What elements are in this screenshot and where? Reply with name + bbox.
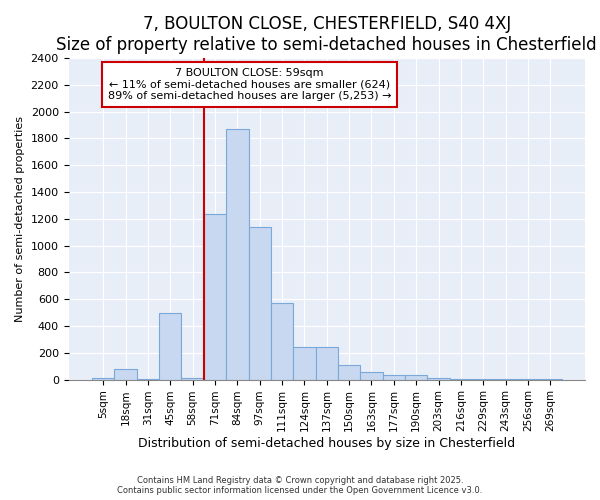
Title: 7, BOULTON CLOSE, CHESTERFIELD, S40 4XJ
Size of property relative to semi-detach: 7, BOULTON CLOSE, CHESTERFIELD, S40 4XJ … [56, 15, 597, 54]
Bar [450, 379, 472, 380]
Bar [316, 347, 338, 380]
Bar [137, 379, 159, 380]
Bar [427, 378, 450, 380]
Bar [159, 312, 181, 380]
Bar [181, 378, 204, 380]
X-axis label: Distribution of semi-detached houses by size in Chesterfield: Distribution of semi-detached houses by … [138, 437, 515, 450]
Bar [204, 214, 226, 380]
Bar [383, 375, 405, 380]
Bar [271, 302, 293, 380]
Bar [338, 365, 361, 380]
Bar [92, 378, 115, 380]
Bar [293, 347, 316, 380]
Bar [361, 372, 383, 380]
Bar [115, 369, 137, 380]
Text: 7 BOULTON CLOSE: 59sqm
← 11% of semi-detached houses are smaller (624)
89% of se: 7 BOULTON CLOSE: 59sqm ← 11% of semi-det… [107, 68, 391, 101]
Text: Contains HM Land Registry data © Crown copyright and database right 2025.
Contai: Contains HM Land Registry data © Crown c… [118, 476, 482, 495]
Bar [405, 375, 427, 380]
Bar [248, 227, 271, 380]
Bar [226, 129, 248, 380]
Y-axis label: Number of semi-detached properties: Number of semi-detached properties [15, 116, 25, 322]
